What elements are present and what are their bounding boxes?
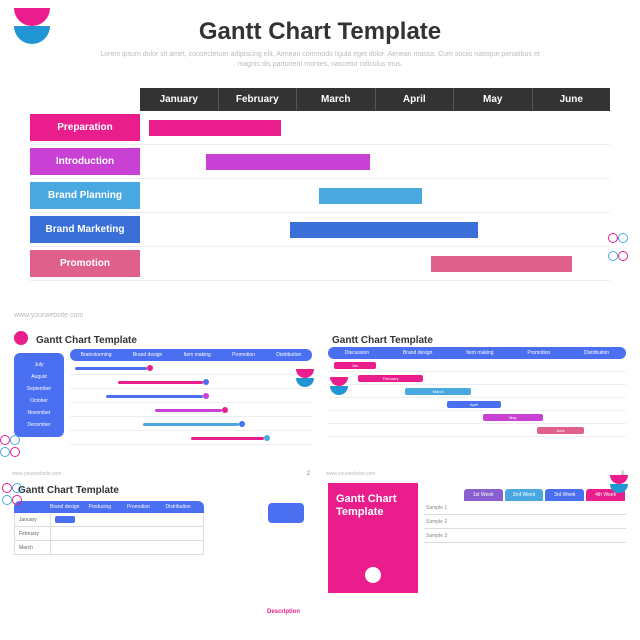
task-label: Promotion: [30, 250, 140, 277]
thumbnail-3: Gantt Chart Template Brand designProduci…: [6, 479, 320, 629]
task-label: Brand Planning: [30, 182, 140, 209]
gantt-row: Brand Planning: [30, 179, 610, 213]
gantt-row: Brand Marketing: [30, 213, 610, 247]
description-label: Description: [267, 609, 300, 615]
logo-icon: [330, 377, 348, 395]
gantt-bar: [149, 120, 281, 136]
logo-icon: [296, 369, 314, 387]
main-slide: Gantt Chart Template Lorem ipsum dolor s…: [0, 0, 640, 325]
thumbnail-1: Gantt Chart Template JulyAugustSeptember…: [6, 329, 320, 479]
month-header: February: [219, 88, 298, 111]
gantt-row: Preparation: [30, 111, 610, 145]
gantt-bar: [290, 222, 478, 238]
title-block: Gantt Chart Template: [328, 483, 418, 593]
month-header: April: [376, 88, 455, 111]
thumbnail-grid: Gantt Chart Template JulyAugustSeptember…: [0, 325, 640, 633]
gantt-row: Promotion: [30, 247, 610, 281]
thumb-title: Gantt Chart Template: [18, 485, 316, 496]
week-headers: 1st Week2nd Week3rd Week4th Week: [424, 489, 626, 501]
close-icon: [365, 567, 381, 583]
task-label: Brand Marketing: [30, 216, 140, 243]
page-subtitle: Lorem ipsum dolor sit amet, consectetuer…: [30, 50, 610, 70]
decorative-circles-icon: [608, 230, 638, 266]
month-header-row: JanuaryFebruaryMarchAprilMayJune: [30, 88, 610, 111]
month-header: May: [454, 88, 533, 111]
month-header: March: [297, 88, 376, 111]
logo-icon: [14, 8, 50, 44]
gantt-bar: [431, 256, 572, 272]
column-headers: BrainstormingBrand designItem makingProm…: [70, 349, 312, 361]
thumbnail-4: Gantt Chart Template 1st Week2nd Week3rd…: [320, 479, 634, 629]
task-label: Introduction: [30, 148, 140, 175]
month-header: January: [140, 88, 219, 111]
column-headers: DiscussionBrand designItem makingPromoti…: [328, 347, 626, 359]
box-icon: [268, 503, 304, 523]
logo-icon: [610, 475, 628, 493]
decorative-circles-icon: [0, 435, 30, 459]
month-header: June: [533, 88, 611, 111]
watermark-text: www.yourwebsite.com: [14, 312, 83, 319]
thumbnail-2: Gantt Chart Template DiscussionBrand des…: [320, 329, 634, 479]
page-title: Gantt Chart Template: [30, 18, 610, 46]
month-sidebar: JulyAugustSeptemberOctoberNovemberDecemb…: [14, 353, 64, 437]
gantt-chart: JanuaryFebruaryMarchAprilMayJune Prepara…: [30, 88, 610, 281]
gantt-bar: [319, 188, 422, 204]
gantt-row: Introduction: [30, 145, 610, 179]
task-label: Preparation: [30, 114, 140, 141]
gantt-bar: [206, 154, 371, 170]
thumb-title: Gantt Chart Template: [36, 335, 316, 346]
thumb-title: Gantt Chart Template: [332, 335, 630, 346]
chart-icon: [14, 331, 28, 345]
decorative-circles-icon: [2, 483, 32, 507]
column-headers: Brand designProducingPromotionDistributi…: [14, 501, 204, 513]
